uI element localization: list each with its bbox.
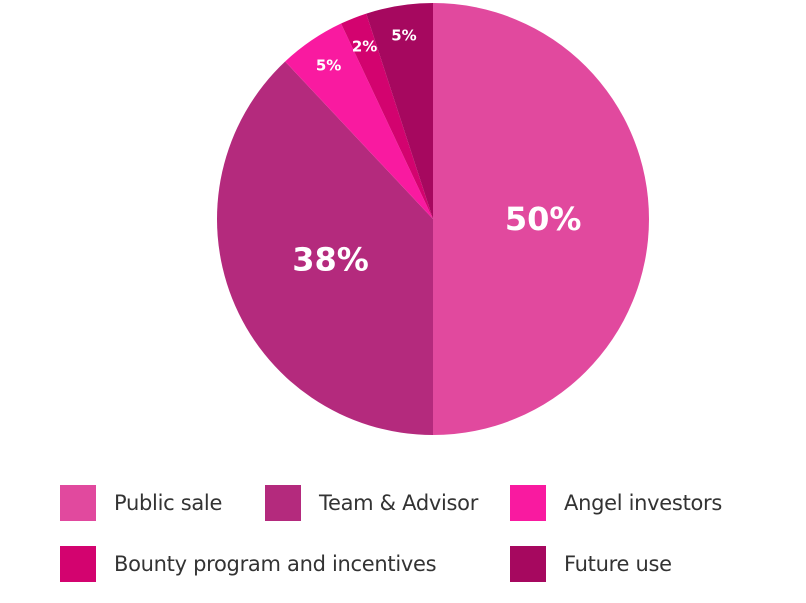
- legend-label: Future use: [564, 552, 672, 576]
- legend-swatch: [510, 485, 546, 521]
- legend-swatch: [60, 546, 96, 582]
- legend-label: Team & Advisor: [319, 491, 479, 515]
- legend-item-public-sale: Public sale: [60, 485, 222, 521]
- legend-swatch: [510, 546, 546, 582]
- pie-labels: 50% 38% 5% 2% 5%: [292, 27, 581, 279]
- legend-swatch: [60, 485, 96, 521]
- slice-value-label: 38%: [292, 241, 369, 279]
- slice-value-label: 5%: [316, 56, 341, 74]
- legend-item-angel-investors: Angel investors: [510, 485, 722, 521]
- legend-item-team-advisor: Team & Advisor: [265, 485, 478, 521]
- slice-value-label: 2%: [352, 37, 377, 55]
- pie-slice-public-sale: [433, 3, 649, 435]
- legend-label: Angel investors: [564, 491, 723, 515]
- legend-label: Public sale: [114, 491, 223, 515]
- legend-item-future-use: Future use: [510, 546, 672, 582]
- pie-slice-future-use: [366, 3, 433, 219]
- pie-chart: 50% 38% 5% 2% 5%: [217, 3, 649, 435]
- legend-item-bounty-program: Bounty program and incentives: [60, 546, 437, 582]
- legend-label: Bounty program and incentives: [114, 552, 437, 576]
- pie-slice-bounty-program-and-incentives: [341, 13, 433, 219]
- slice-value-label: 50%: [505, 200, 582, 238]
- legend-swatch: [265, 485, 301, 521]
- slice-value-label: 5%: [391, 27, 416, 45]
- pie-slice-team-advisor: [217, 61, 433, 435]
- pie-slices: [217, 3, 649, 435]
- pie-slice-angel-investors: [285, 23, 433, 219]
